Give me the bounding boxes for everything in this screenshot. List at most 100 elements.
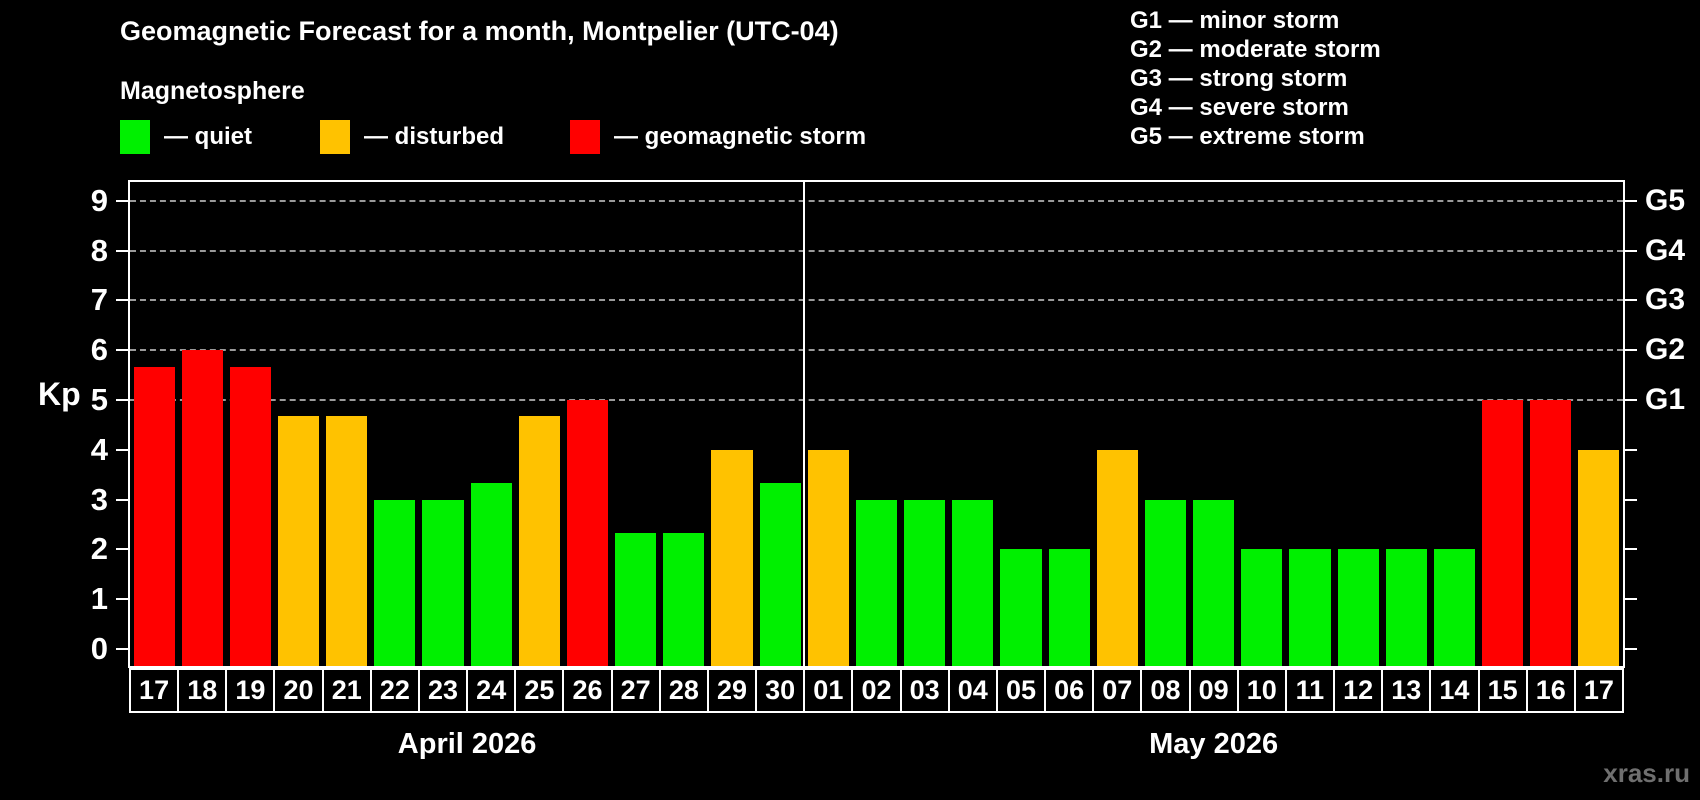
date-cell: 13 — [1381, 668, 1432, 713]
legend-label: — disturbed — [364, 123, 505, 150]
date-cell: 28 — [658, 668, 709, 713]
watermark: xras.ru — [1603, 758, 1690, 788]
date-cell: 25 — [514, 668, 565, 713]
right-axis-tick — [1625, 548, 1637, 551]
kp-bar — [374, 499, 416, 666]
date-cell: 29 — [706, 668, 758, 713]
month-label: May 2026 — [1149, 728, 1279, 760]
storm-scale-legend: G1 — minor storm G2 — moderate storm G3 … — [1130, 6, 1381, 151]
kp-bar — [422, 499, 464, 666]
date-cell: 08 — [1140, 668, 1191, 713]
legend-label: — quiet — [164, 123, 252, 150]
right-axis-tick — [1625, 399, 1637, 401]
gridline-kp7 — [130, 299, 1623, 302]
date-cell: 12 — [1333, 668, 1384, 713]
right-axis-tick — [1625, 648, 1637, 650]
date-cell: 14 — [1429, 668, 1480, 713]
kp-bar — [1482, 400, 1524, 666]
y-axis-tick — [116, 498, 128, 501]
storm-scale-legend-line: G2 — moderate storm — [1130, 36, 1381, 63]
y-axis-tick-label: 2 — [90, 531, 108, 567]
date-cell: 20 — [273, 668, 324, 713]
month-label: April 2026 — [397, 728, 537, 760]
date-cell: 21 — [321, 668, 372, 713]
right-axis-tick — [1625, 448, 1637, 451]
y-axis-tick-label: 5 — [90, 382, 108, 417]
kp-bar — [1433, 549, 1475, 666]
kp-bar — [759, 483, 801, 666]
right-axis-label-g3: G3 — [1645, 283, 1686, 317]
kp-bar — [1385, 549, 1427, 666]
date-cell: 30 — [755, 668, 806, 713]
y-axis-tick-label: 1 — [90, 581, 108, 617]
kp-bar — [1096, 449, 1138, 666]
y-axis-tick — [116, 448, 128, 451]
kp-bar — [133, 366, 175, 666]
date-cell: 19 — [225, 668, 276, 713]
y-axis-tick — [116, 299, 128, 302]
page-title: Geomagnetic Forecast for a month, Montpe… — [120, 16, 839, 46]
y-axis-tick-label: 8 — [90, 232, 108, 268]
kp-bar — [1337, 549, 1379, 666]
storm-scale-legend-line: G5 — extreme storm — [1130, 123, 1365, 150]
date-cell: 26 — [562, 668, 613, 713]
kp-bar — [855, 499, 898, 666]
kp-bar — [181, 350, 223, 666]
chart-subtitle: Magnetosphere — [120, 77, 305, 105]
right-axis-tick — [1625, 598, 1637, 601]
legend-label: — geomagnetic storm — [614, 123, 867, 150]
gridline-kp8 — [130, 249, 1623, 252]
right-axis-tick — [1625, 199, 1637, 202]
quiet-color-swatch — [120, 120, 150, 154]
kp-bar — [1193, 499, 1235, 666]
date-cell: 10 — [1236, 668, 1287, 713]
date-cell: 22 — [369, 668, 420, 713]
gridline-kp6 — [130, 349, 1623, 352]
y-axis-tick-label: 3 — [90, 481, 108, 517]
kp-bar — [1144, 499, 1187, 666]
kp-bar — [615, 532, 657, 666]
y-axis-tick-label: 4 — [90, 431, 108, 467]
kp-bar — [952, 499, 994, 666]
date-cell: 04 — [947, 668, 998, 713]
right-axis-tick — [1625, 249, 1637, 252]
y-axis-tick — [116, 598, 128, 601]
legend-item-storm: — geomagnetic storm — [570, 120, 866, 154]
date-cell: 17 — [1573, 668, 1624, 713]
kp-bar — [518, 416, 560, 666]
y-axis-tick — [116, 648, 128, 650]
kp-bar — [1578, 449, 1620, 666]
kp-bar — [566, 400, 609, 666]
kp-bar — [1241, 549, 1283, 666]
right-axis-label-g1: G1 — [1645, 383, 1686, 416]
kp-bar — [711, 449, 753, 666]
storm-color-swatch — [570, 120, 600, 154]
kp-bar — [326, 416, 368, 666]
storm-scale-legend-line: G1 — minor storm — [1130, 7, 1340, 34]
date-cell: 17 — [129, 668, 180, 713]
y-axis-tick-label: 7 — [90, 282, 108, 318]
kp-bar — [807, 449, 849, 666]
right-axis-tick — [1625, 498, 1637, 501]
date-cell: 15 — [1477, 668, 1528, 713]
y-axis-tick — [116, 249, 128, 252]
kp-bar — [470, 483, 512, 666]
date-cell: 09 — [1188, 668, 1239, 713]
kp-bar — [663, 532, 705, 666]
storm-scale-legend-line: G3 — strong storm — [1130, 65, 1348, 92]
date-cell: 07 — [1092, 668, 1143, 713]
legend-item-quiet: — quiet — [120, 120, 252, 154]
date-cell: 11 — [1284, 668, 1336, 713]
date-cell: 16 — [1525, 668, 1576, 713]
kp-bar — [1289, 549, 1331, 666]
y-axis-tick-label: 0 — [90, 631, 108, 666]
kp-bar — [904, 499, 946, 666]
y-axis-tick — [116, 349, 128, 352]
storm-scale-legend-line: G4 — severe storm — [1130, 94, 1349, 121]
disturbed-color-swatch — [320, 120, 350, 154]
date-cell: 06 — [1044, 668, 1095, 713]
y-axis-tick — [116, 548, 128, 551]
y-axis-tick-label: 9 — [90, 182, 108, 218]
date-cell: 23 — [417, 668, 469, 713]
